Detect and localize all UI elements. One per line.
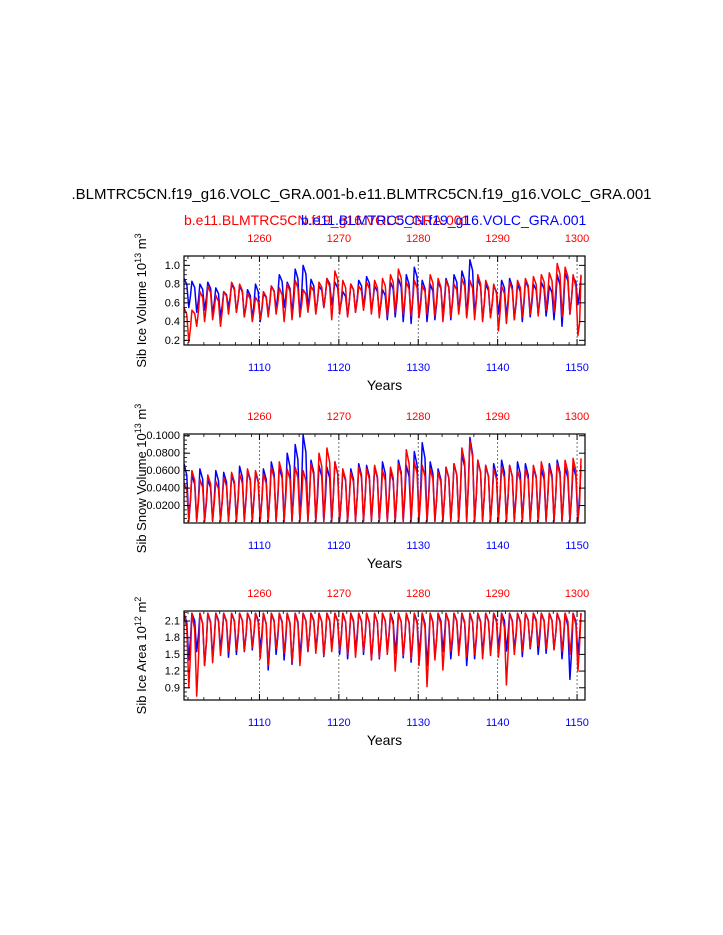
x-tick-label-bottom: 1150 xyxy=(565,717,589,729)
y-axis-title: Sib Snow Volume 1013 m3 xyxy=(133,404,149,553)
x-tick-label-bottom: 1130 xyxy=(406,540,430,552)
figure-title: .BLMTRC5CN.f19_g16.VOLC_GRA.001-b.e11.BL… xyxy=(71,186,652,203)
x-tick-label-top: 1280 xyxy=(406,588,430,600)
y-tick-label: 0.6 xyxy=(165,297,180,309)
y-axis-title-part: m xyxy=(134,238,149,252)
y-tick-label: 1.8 xyxy=(165,632,180,644)
x-tick-label-bottom: 1120 xyxy=(327,717,351,729)
y-tick-label: 0.1000 xyxy=(146,430,180,442)
x-tick-label-top: 1260 xyxy=(247,411,271,423)
x-tick-label-bottom: 1140 xyxy=(486,540,510,552)
x-tick-label-top: 1260 xyxy=(247,588,271,600)
y-tick-label: 1.5 xyxy=(165,649,180,661)
x-tick-label-top: 1280 xyxy=(406,233,430,245)
y-tick-label: 0.0800 xyxy=(146,448,180,460)
y-axis-title-part: 3 xyxy=(133,404,143,409)
y-tick-label: 1.0 xyxy=(165,260,180,272)
panel-3: 0.9 1.2 1.5 1.8 2.1 1110 1120 1130 1140 1150 1260 1… xyxy=(133,588,589,748)
x-tick-label-bottom: 1130 xyxy=(406,717,430,729)
y-tick-label: 0.0200 xyxy=(146,500,180,512)
x-axis-title: Years xyxy=(367,377,402,393)
plot-frame xyxy=(183,255,586,346)
x-tick-label-top: 1290 xyxy=(485,411,509,423)
y-tick-label: 0.0600 xyxy=(146,465,180,477)
series-red-line xyxy=(184,262,582,343)
y-axis-title-part: Sib Ice Volume 10 xyxy=(134,263,149,368)
series-red-line xyxy=(184,440,582,522)
x-tick-label-top: 1300 xyxy=(565,233,589,245)
plot-frame xyxy=(183,433,586,524)
x-tick-label-top: 1290 xyxy=(485,588,509,600)
x-tick-label-bottom: 1140 xyxy=(486,717,510,729)
y-tick-label: 0.9 xyxy=(165,682,180,694)
x-axis-title: Years xyxy=(367,555,402,571)
x-tick-label-bottom: 1110 xyxy=(248,362,271,374)
x-tick-label-top: 1280 xyxy=(406,411,430,423)
y-tick-label: 0.8 xyxy=(165,279,180,291)
y-tick-label: 0.0400 xyxy=(146,483,180,495)
y-axis-title: Sib Ice Area 1012 m2 xyxy=(133,597,149,715)
x-tick-label-bottom: 1130 xyxy=(406,362,430,374)
y-axis-title-part: Sib Ice Area 10 xyxy=(134,626,149,714)
x-axis-title: Years xyxy=(367,732,402,748)
y-axis-title-part: 2 xyxy=(133,597,143,602)
plot-frame xyxy=(183,610,586,701)
y-tick-label: 1.2 xyxy=(165,666,180,678)
x-tick-label-top: 1270 xyxy=(327,411,351,423)
panel-1: 0.2 0.4 0.6 0.8 1.0 1110 1120 1130 1140 1150 1260 1… xyxy=(133,233,589,393)
x-tick-label-top: 1300 xyxy=(565,411,589,423)
y-tick-label: 0.4 xyxy=(165,316,180,328)
y-axis-title-part: 12 xyxy=(133,616,143,626)
x-tick-label-top: 1270 xyxy=(327,588,351,600)
y-axis-title-part: 13 xyxy=(133,423,143,433)
x-tick-label-bottom: 1110 xyxy=(248,717,271,729)
y-axis-title-part: 3 xyxy=(133,233,143,238)
y-axis-title-part: Sib Snow Volume 10 xyxy=(134,433,149,553)
y-axis-title: Sib Ice Volume 1013 m3 xyxy=(133,233,149,367)
panel-2: 0.0200 0.0400 0.0600 0.0800 0.1000 1110 1120 11… xyxy=(133,404,589,571)
y-tick-label: 0.2 xyxy=(165,335,180,347)
x-tick-label-bottom: 1150 xyxy=(565,362,589,374)
x-tick-label-bottom: 1120 xyxy=(327,362,351,374)
legend-label-blue: b.e11.BLMTRC5CN.f19_g16.VOLC_GRA.001 xyxy=(301,212,587,228)
x-tick-label-top: 1300 xyxy=(565,588,589,600)
series-red-line xyxy=(184,612,582,697)
x-tick-label-bottom: 1110 xyxy=(248,540,271,552)
x-tick-label-bottom: 1150 xyxy=(565,540,589,552)
x-tick-label-top: 1270 xyxy=(327,233,351,245)
y-axis-title-part: 13 xyxy=(133,253,143,263)
y-axis-title-part: m xyxy=(134,602,149,616)
y-axis-title-part: m xyxy=(134,409,149,423)
x-tick-label-top: 1260 xyxy=(247,233,271,245)
y-tick-label: 2.1 xyxy=(165,616,180,628)
x-tick-label-bottom: 1140 xyxy=(486,362,510,374)
x-tick-label-bottom: 1120 xyxy=(327,540,351,552)
legend-label-red: b.e11.BLMTRC5CN.f19_g16.VOLC_GRA.001 xyxy=(184,212,470,228)
x-tick-label-top: 1290 xyxy=(485,233,509,245)
